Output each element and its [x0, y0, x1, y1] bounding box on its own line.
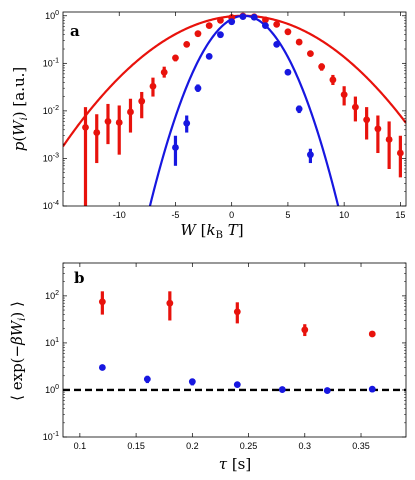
panel-a-series-0-point [318, 63, 325, 70]
panel-a-series-0-point [386, 136, 393, 143]
panel-a-series-1-point [285, 69, 292, 76]
panel-a-series-0-point [93, 129, 100, 136]
panel-b-xtick-label: 0.1 [74, 441, 87, 451]
panel-a-series-0-point [206, 22, 213, 29]
panel-a-series-0-point [217, 17, 224, 24]
panel-a-series-0-point [330, 76, 337, 83]
panel-b-xlabel: τ [s] [219, 455, 251, 473]
panel-b-series-1-point [279, 386, 286, 393]
panel-b-xtick-label: 0.3 [299, 441, 312, 451]
panel-a-series-0-point [161, 69, 168, 76]
panel-a-series-0-point [183, 41, 190, 48]
panel-a-ylabel: p(Wi) [a.u.] [10, 67, 30, 152]
panel-a-label: a [70, 22, 80, 40]
panel-b-series-0-point [234, 308, 241, 315]
panel-a-series-0-point [172, 55, 179, 62]
panel-a-series-0-point [138, 98, 145, 105]
panel-a-series-0-point [285, 28, 292, 35]
panel-b-chart: 0.1 0.15 0.2 0.25 0.3 0.35 10-1 100 101 102 b τ … [8, 263, 406, 473]
panel-a-series-1-point [307, 151, 314, 158]
panel-b-xtick-label: 0.15 [127, 441, 145, 451]
panel-a-series-1-point [251, 14, 258, 21]
panel-a-series-0-point [341, 91, 348, 98]
panel-a-series-0-point [195, 30, 202, 37]
panel-b-series-1-point [189, 378, 196, 385]
panel-a-ytick-label: 10-1 [43, 57, 59, 68]
panel-b-ytick-label: 10-1 [43, 431, 59, 442]
panel-a-ytick-label: 10-3 [43, 152, 59, 163]
panel-a-series-0-point [363, 116, 370, 123]
panel-a-series-1-point [183, 120, 190, 127]
panel-a-series-1-point [273, 41, 280, 48]
panel-b-series-1-point [324, 387, 331, 394]
panel-a-ytick-label: 10-2 [43, 105, 59, 116]
panel-b-ytick-label: 101 [45, 337, 59, 348]
panel-a-xtick-label: -5 [171, 210, 179, 220]
panel-b-series-0-point [99, 298, 106, 305]
panel-b-series-0-point [166, 300, 173, 307]
panel-b-series-1-point [369, 386, 376, 393]
panel-a-ytick-label: 100 [45, 10, 59, 21]
panel-a-xtick-label: 0 [229, 210, 234, 220]
panel-a-series-0-point [374, 125, 381, 132]
panel-a-series-1-point [262, 22, 269, 29]
panel-a-xtick-label: 5 [285, 210, 290, 220]
panel-a-series-1-point [217, 31, 224, 38]
panel-a-series-0-point [307, 50, 314, 57]
panel-a-chart: -10 -5 0 5 10 15 10-4 10-3 10-2 10-1 100 a W [kB … [10, 10, 406, 241]
panel-a-series-0-point [352, 104, 359, 111]
panel-a-series-0-point [105, 118, 112, 125]
panel-b-series-1-point [234, 381, 241, 388]
panel-a-series-0-point [273, 21, 280, 28]
panel-a-xlabel: W [kB T] [180, 221, 243, 241]
panel-b-series-1-point [99, 364, 106, 371]
panel-a-xtick-label: 10 [339, 210, 349, 220]
panel-b-ytick-label: 102 [45, 290, 59, 301]
panel-a-xtick-label: 15 [395, 210, 405, 220]
panel-b-xtick-label: 0.25 [240, 441, 258, 451]
panel-a-ytick-label: 10-4 [43, 200, 59, 211]
panel-a-series-1-point [296, 106, 303, 113]
panel-b-series-0-point [301, 326, 308, 333]
panel-a-series-1-point [228, 18, 235, 25]
panel-b-series-1-point [144, 376, 151, 383]
panel-b-xtick-label: 0.35 [352, 441, 370, 451]
panel-a-series-0-point [116, 119, 123, 126]
panel-a-series-1-point [172, 144, 179, 151]
panel-a-series-1-point [240, 13, 247, 20]
panel-a-xtick-label: -10 [113, 210, 126, 220]
panel-a-series-1-point [206, 53, 213, 60]
panel-a-series-0-point [127, 109, 134, 116]
panel-b-series-0-point [369, 331, 376, 338]
panel-b-xtick-label: 0.2 [186, 441, 199, 451]
panel-b-label: b [74, 269, 85, 287]
panel-b-plot-area [63, 263, 406, 437]
panel-a-series-0-point [296, 39, 303, 46]
panel-a-series-0-point [82, 124, 89, 131]
panel-a-series-1-point [195, 85, 202, 92]
panel-b-ylabel: ⟨ exp(−βWi) ⟩ [8, 301, 28, 401]
panel-a-series-0-point [150, 83, 157, 90]
panel-b-ytick-label: 100 [45, 384, 59, 395]
panel-a-series-0-point [397, 150, 404, 157]
